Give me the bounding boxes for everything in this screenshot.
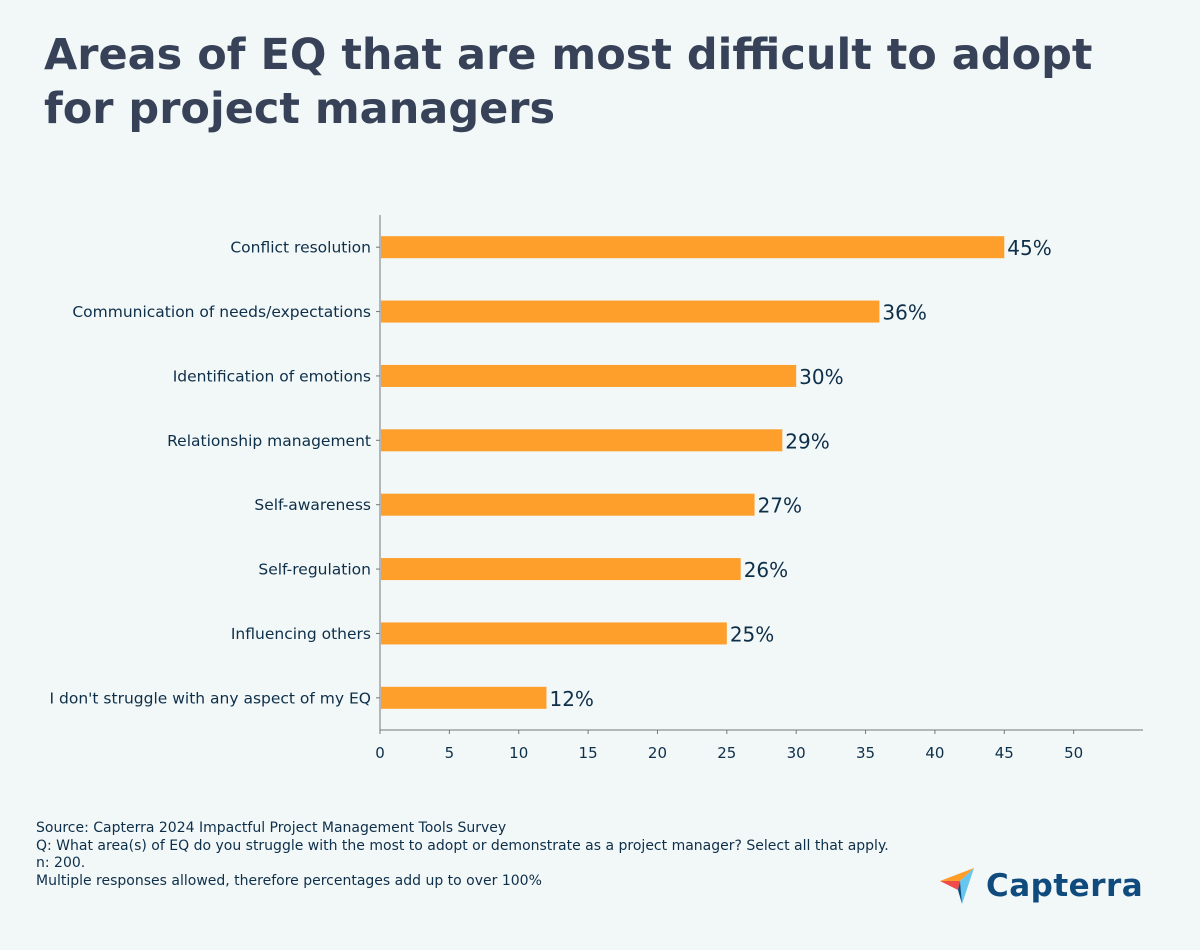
capterra-logo: Capterra — [938, 864, 1143, 908]
category-label: Identification of emotions — [173, 367, 371, 385]
x-tick-label: 35 — [856, 744, 875, 762]
bar-chart: Conflict resolution 45% Communication of n… — [50, 215, 1143, 762]
x-tick-label: 25 — [717, 744, 736, 762]
bar — [381, 364, 797, 387]
category-label: Self-awareness — [254, 496, 371, 514]
x-tick-label: 45 — [995, 744, 1014, 762]
x-tick-label: 15 — [579, 744, 598, 762]
x-tick-label: 20 — [648, 744, 667, 762]
category-label: Communication of needs/expectations — [72, 303, 371, 321]
chart-title: Areas of EQ that are most difficult to a… — [44, 30, 1093, 134]
category-label: Influencing others — [231, 625, 371, 643]
question-note: Q: What area(s) of EQ do you struggle wi… — [36, 837, 889, 854]
value-label: 45% — [1007, 236, 1051, 260]
x-tick-label: 40 — [925, 744, 944, 762]
x-tick-label: 5 — [445, 744, 455, 762]
multiple-responses-note: Multiple responses allowed, therefore pe… — [36, 872, 542, 889]
x-tick-label: 0 — [375, 744, 385, 762]
footer-notes: Source: Capterra 2024 Impactful Project … — [36, 820, 906, 890]
category-label: I don't struggle with any aspect of my E… — [50, 689, 371, 707]
bar — [381, 300, 880, 323]
bar — [381, 686, 547, 709]
value-label: 27% — [758, 494, 802, 518]
sample-size-note: n: 200. — [36, 855, 86, 871]
source-note: Source: Capterra 2024 Impactful Project … — [36, 820, 507, 836]
category-label: Conflict resolution — [230, 239, 371, 257]
value-label: 29% — [785, 429, 829, 453]
bar — [381, 493, 755, 516]
value-label: 26% — [744, 558, 788, 582]
category-label: Relationship management — [167, 432, 371, 450]
x-tick-label: 10 — [509, 744, 528, 762]
x-tick-label: 50 — [1064, 744, 1083, 762]
bar — [381, 622, 727, 645]
value-label: 25% — [730, 622, 774, 646]
category-label: Self-regulation — [258, 561, 371, 579]
value-label: 30% — [799, 365, 843, 389]
capterra-logo-icon — [940, 868, 974, 904]
bar — [381, 236, 1005, 259]
x-tick-label: 30 — [787, 744, 806, 762]
value-label: 36% — [882, 301, 926, 325]
bar — [381, 558, 741, 581]
value-label: 12% — [549, 687, 593, 711]
bar — [381, 429, 783, 452]
capterra-logo-text: Capterra — [986, 868, 1144, 904]
